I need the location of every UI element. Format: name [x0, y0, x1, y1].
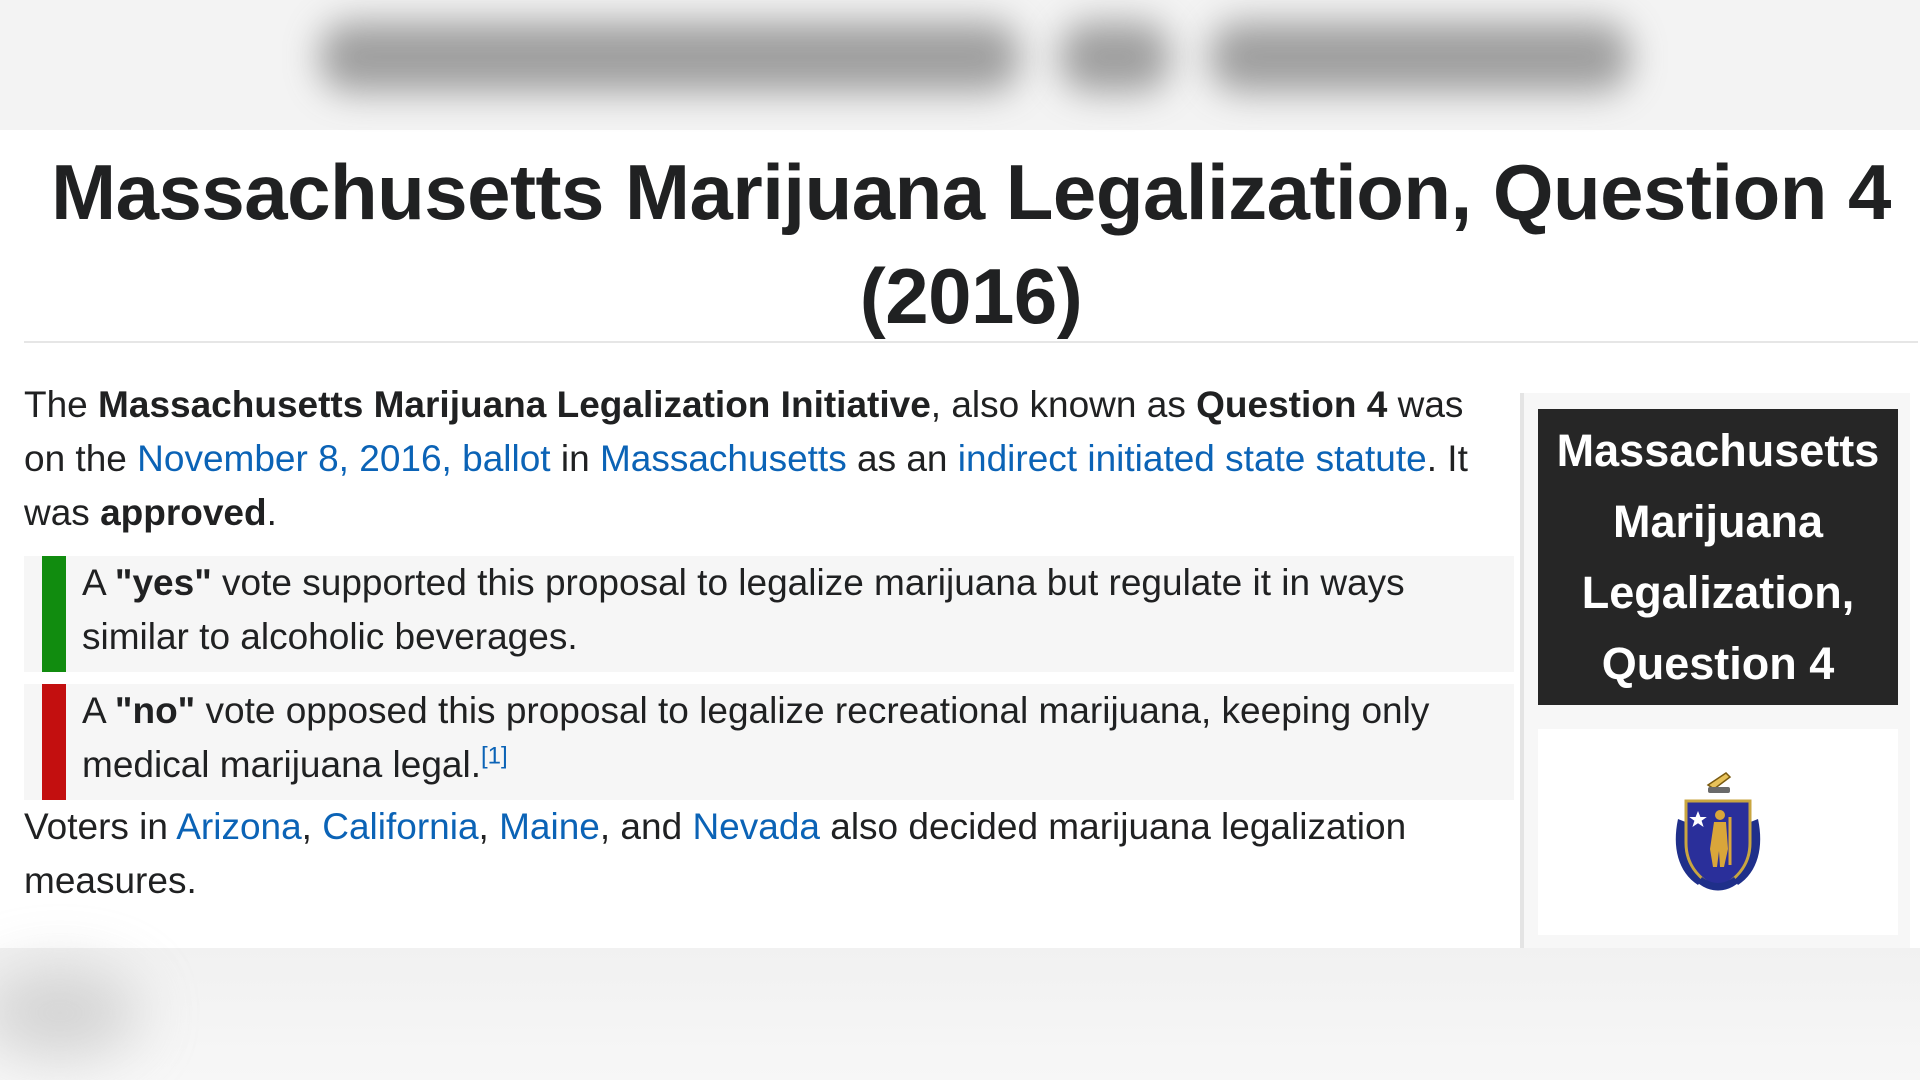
- infobox: Massachusetts Marijuana Legalization, Qu…: [1520, 393, 1910, 948]
- article-body: The Massachusetts Marijuana Legalization…: [24, 378, 1514, 908]
- initiative-name: Massachusetts Marijuana Legalization Ini…: [98, 384, 931, 425]
- related-measures-paragraph: Voters in Arizona, California, Maine, an…: [24, 806, 1407, 901]
- page-title: Massachusetts Marijuana Legalization, Qu…: [51, 148, 1891, 340]
- yes-vote-text: A "yes" vote supported this proposal to …: [82, 562, 1405, 657]
- no-vote-box: A "no" vote opposed this proposal to leg…: [24, 684, 1514, 800]
- infobox-title: Massachusetts Marijuana Legalization, Qu…: [1538, 409, 1898, 705]
- result-status: approved: [100, 492, 267, 533]
- link-arizona[interactable]: Arizona: [176, 806, 302, 847]
- link-ballot-date[interactable]: November 8, 2016, ballot: [137, 438, 551, 479]
- link-nevada[interactable]: Nevada: [692, 806, 820, 847]
- intro-paragraph: The Massachusetts Marijuana Legalization…: [24, 384, 1468, 533]
- link-maine[interactable]: Maine: [499, 806, 600, 847]
- no-vote-text: A "no" vote opposed this proposal to leg…: [82, 690, 1430, 785]
- link-initiated-statute[interactable]: indirect initiated state statute: [957, 438, 1427, 479]
- massachusetts-seal-icon: [1675, 772, 1761, 891]
- link-california[interactable]: California: [322, 806, 479, 847]
- title-divider: [24, 341, 1918, 343]
- reference-link[interactable]: [1]: [480, 742, 508, 770]
- blurred-header: [0, 0, 1920, 130]
- yes-color-bar: [42, 556, 66, 672]
- question-name: Question 4: [1196, 384, 1388, 425]
- yes-vote-box: A "yes" vote supported this proposal to …: [24, 556, 1514, 672]
- link-massachusetts[interactable]: Massachusetts: [599, 438, 847, 479]
- no-color-bar: [42, 684, 66, 800]
- blurred-footer: [0, 948, 1920, 1080]
- infobox-image: [1538, 729, 1898, 935]
